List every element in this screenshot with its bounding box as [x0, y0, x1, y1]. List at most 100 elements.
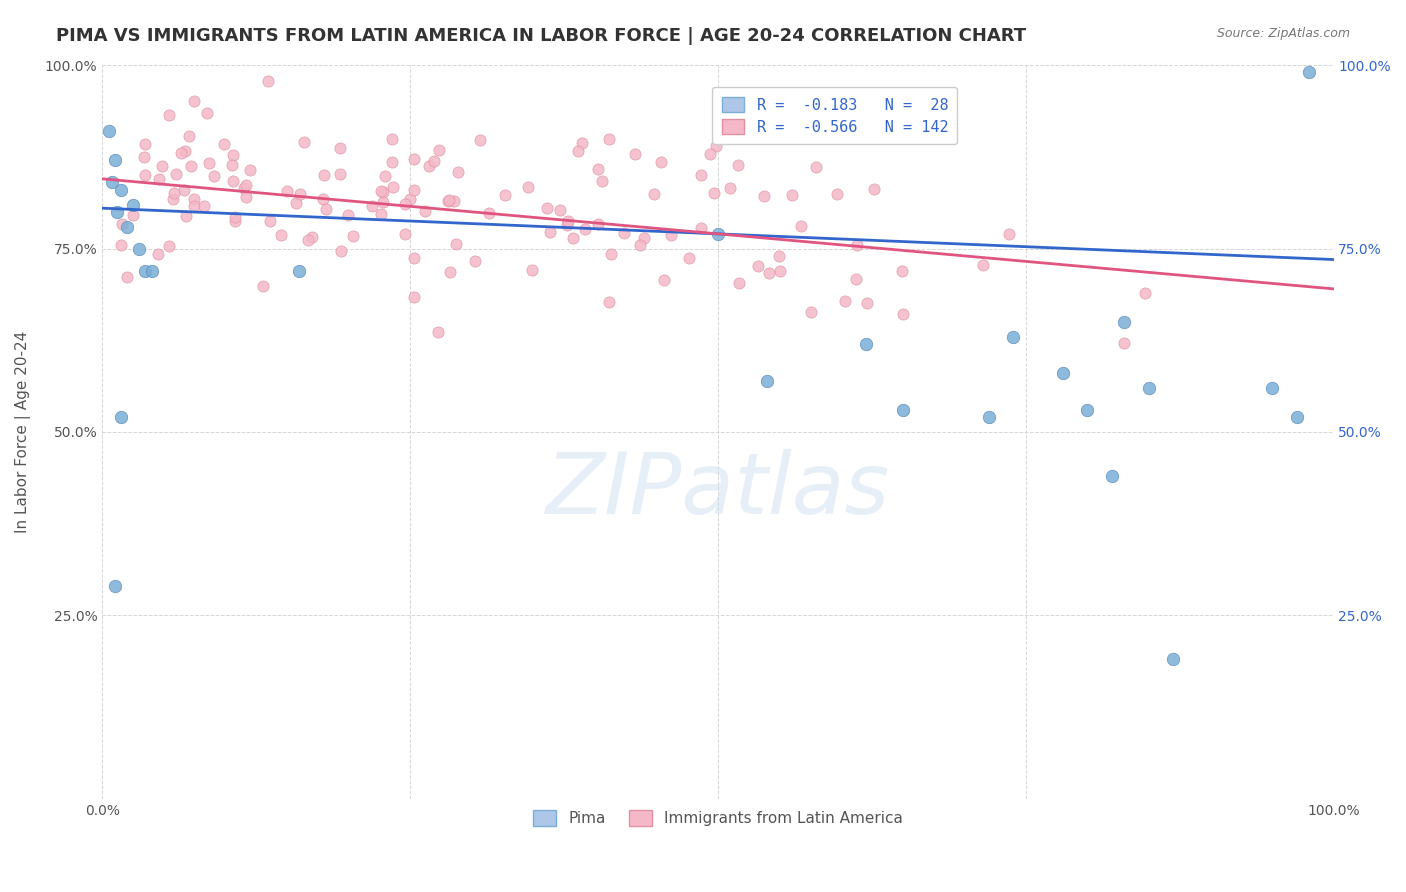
Point	[557, 214, 579, 228]
Point	[110, 410, 132, 425]
Point	[162, 193, 184, 207]
Point	[789, 219, 811, 234]
Point	[183, 199, 205, 213]
Point	[769, 264, 792, 278]
Point	[381, 154, 404, 169]
Point	[157, 239, 180, 253]
Point	[599, 247, 621, 261]
Point	[470, 133, 492, 147]
Point	[548, 203, 571, 218]
Point	[402, 252, 425, 266]
Point	[855, 337, 877, 351]
Point	[494, 188, 516, 202]
Point	[633, 230, 655, 244]
Point	[174, 209, 197, 223]
Point	[1133, 285, 1156, 300]
Point	[423, 153, 446, 168]
Point	[628, 238, 651, 252]
Point	[101, 176, 124, 190]
Point	[704, 139, 727, 153]
Point	[413, 203, 436, 218]
Point	[115, 219, 138, 234]
Point	[224, 214, 246, 228]
Point	[447, 164, 470, 178]
Point	[703, 186, 725, 201]
Point	[574, 221, 596, 235]
Point	[315, 202, 337, 216]
Point	[232, 181, 254, 195]
Point	[1112, 336, 1135, 351]
Point	[374, 169, 396, 184]
Point	[804, 160, 827, 174]
Text: ZIPatlas: ZIPatlas	[546, 450, 890, 533]
Point	[768, 249, 790, 263]
Point	[235, 190, 257, 204]
Point	[727, 158, 749, 172]
Point	[478, 206, 501, 220]
Point	[329, 141, 352, 155]
Point	[312, 168, 335, 182]
Point	[402, 152, 425, 166]
Point	[105, 204, 128, 219]
Point	[134, 150, 156, 164]
Point	[598, 294, 620, 309]
Point	[110, 183, 132, 197]
Point	[1052, 366, 1074, 380]
Point	[141, 263, 163, 277]
Point	[728, 277, 751, 291]
Point	[571, 136, 593, 151]
Point	[890, 264, 912, 278]
Point	[183, 94, 205, 108]
Point	[259, 214, 281, 228]
Point	[404, 183, 426, 197]
Text: Source: ZipAtlas.com: Source: ZipAtlas.com	[1216, 27, 1350, 40]
Point	[311, 192, 333, 206]
Point	[1101, 469, 1123, 483]
Point	[238, 162, 260, 177]
Point	[1137, 381, 1160, 395]
Point	[1261, 381, 1284, 395]
Point	[128, 242, 150, 256]
Point	[297, 233, 319, 247]
Point	[418, 159, 440, 173]
Point	[197, 156, 219, 170]
Point	[591, 173, 613, 187]
Point	[399, 192, 422, 206]
Point	[110, 238, 132, 252]
Point	[394, 197, 416, 211]
Point	[588, 162, 610, 177]
Point	[134, 263, 156, 277]
Point	[893, 307, 915, 321]
Point	[586, 217, 609, 231]
Point	[1002, 329, 1025, 343]
Point	[288, 263, 311, 277]
Point	[1285, 410, 1308, 425]
Point	[382, 179, 405, 194]
Point	[193, 198, 215, 212]
Point	[222, 147, 245, 161]
Point	[104, 579, 127, 593]
Point	[122, 197, 145, 211]
Point	[134, 136, 156, 151]
Point	[444, 236, 467, 251]
Point	[689, 168, 711, 182]
Point	[650, 154, 672, 169]
Point	[371, 195, 394, 210]
Point	[846, 238, 869, 252]
Point	[342, 229, 364, 244]
Point	[177, 128, 200, 143]
Point	[699, 146, 721, 161]
Point	[754, 188, 776, 202]
Point	[1163, 652, 1185, 666]
Point	[329, 244, 352, 259]
Point	[1076, 403, 1098, 417]
Point	[845, 271, 868, 285]
Point	[437, 194, 460, 209]
Point	[516, 180, 538, 194]
Point	[212, 136, 235, 151]
Point	[371, 185, 394, 199]
Point	[224, 211, 246, 225]
Point	[402, 290, 425, 304]
Text: PIMA VS IMMIGRANTS FROM LATIN AMERICA IN LABOR FORCE | AGE 20-24 CORRELATION CHA: PIMA VS IMMIGRANTS FROM LATIN AMERICA IN…	[56, 27, 1026, 45]
Point	[146, 246, 169, 260]
